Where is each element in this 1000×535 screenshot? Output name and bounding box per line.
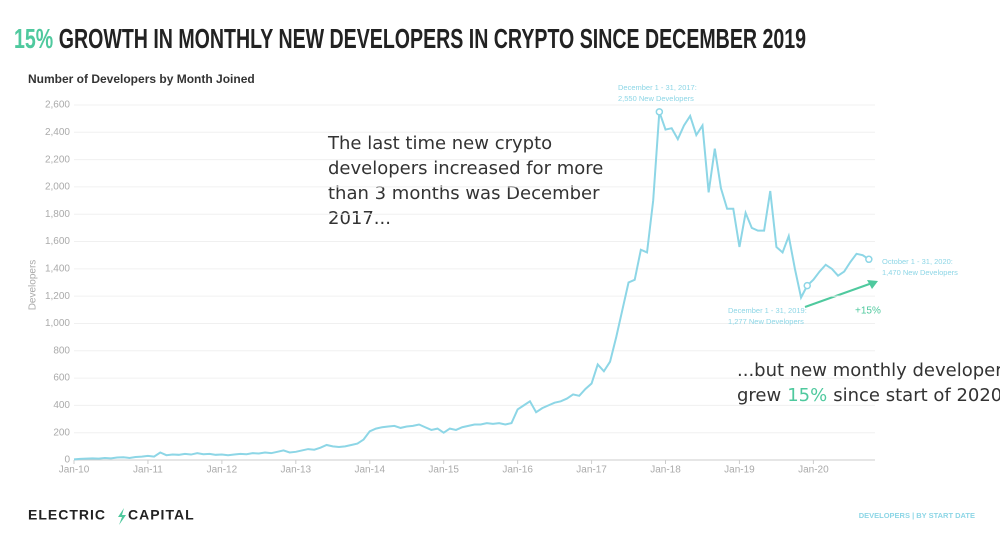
x-tick-label: Jan-13 — [281, 465, 312, 476]
note-line: grew 15% since start of 2020 — [737, 385, 1000, 406]
y-tick-label: 1,000 — [45, 318, 70, 329]
highlight-point — [655, 108, 664, 116]
y-tick-label: 200 — [53, 427, 70, 438]
chart-title: Number of Developers by Month Joined — [28, 72, 255, 86]
x-tick-label: Jan-15 — [428, 465, 459, 476]
notes: The last time new crypto developers incr… — [327, 133, 1000, 406]
y-tick-label: 2,000 — [45, 182, 70, 193]
title-text: GROWTH IN MONTHLY NEW DEVELOPERS IN CRYP… — [59, 23, 806, 54]
logo-text: CAPITAL — [128, 507, 195, 523]
y-tick-label: 1,200 — [45, 291, 70, 302]
growth-arrow-head — [867, 280, 878, 289]
highlight-point — [803, 281, 811, 290]
x-tick-label: Jan-10 — [59, 465, 90, 476]
annotation: 1,470 New Developers — [882, 268, 958, 277]
x-tick-label: Jan-17 — [576, 465, 607, 476]
y-tick-label: 1,400 — [45, 263, 70, 274]
growth-arrow — [804, 281, 876, 308]
note-line: developers increased for more — [328, 158, 603, 179]
note-line: 2017... — [328, 208, 391, 229]
plot: 0 200 400 600 800 1,000 1,200 1,400 1,600 1,800 2,… — [45, 83, 958, 476]
y-tick-label: 1,600 — [45, 236, 70, 247]
title-highlight: 15% — [14, 23, 53, 54]
note-text: since start of 2020 — [833, 385, 1000, 406]
y-tick-label: 400 — [53, 400, 70, 411]
growth-label: +15% — [855, 306, 881, 317]
annotation: December 1 - 31, 2019: — [728, 306, 807, 315]
annotation: December 1 - 31, 2017: — [618, 83, 697, 92]
x-tick-label: Jan-14 — [354, 465, 385, 476]
y-tick-label: 0 — [64, 455, 70, 466]
note-line: than 3 months was December — [328, 183, 600, 204]
note-line: The last time new crypto — [327, 133, 552, 154]
y-tick-label: 2,400 — [45, 127, 70, 138]
y-tick-label: 600 — [53, 373, 70, 384]
logo-bolt — [118, 508, 126, 525]
note-text: grew — [737, 385, 781, 406]
highlight-point — [865, 255, 873, 264]
slide-title: 15%GROWTH IN MONTHLY NEW DEVELOPERS IN C… — [14, 23, 806, 54]
y-tick-label: 2,200 — [45, 154, 70, 165]
x-tick-label: Jan-12 — [207, 465, 238, 476]
y-tick-label: 2,600 — [45, 100, 70, 111]
annotation: 2,550 New Developers — [618, 94, 694, 103]
annotation: 1,277 New Developers — [728, 317, 804, 326]
data-line — [73, 111, 870, 461]
y-axis-label: Developers — [28, 260, 39, 311]
x-tick-label: Jan-18 — [650, 465, 681, 476]
y-tick-label: 1,800 — [45, 209, 70, 220]
note-highlight: 15% — [787, 385, 827, 406]
x-tick-label: Jan-20 — [798, 465, 829, 476]
note-line: ...but new monthly developers — [737, 360, 1000, 381]
annotation: October 1 - 31, 2020: — [882, 257, 953, 266]
x-tick-label: Jan-16 — [502, 465, 533, 476]
x-tick-label: Jan-11 — [133, 465, 163, 476]
logo-text: ELECTRIC — [28, 507, 106, 523]
y-tick-label: 800 — [53, 345, 70, 356]
source: DEVELOPERS | BY START DATE — [859, 511, 975, 520]
x-tick-label: Jan-19 — [724, 465, 755, 476]
